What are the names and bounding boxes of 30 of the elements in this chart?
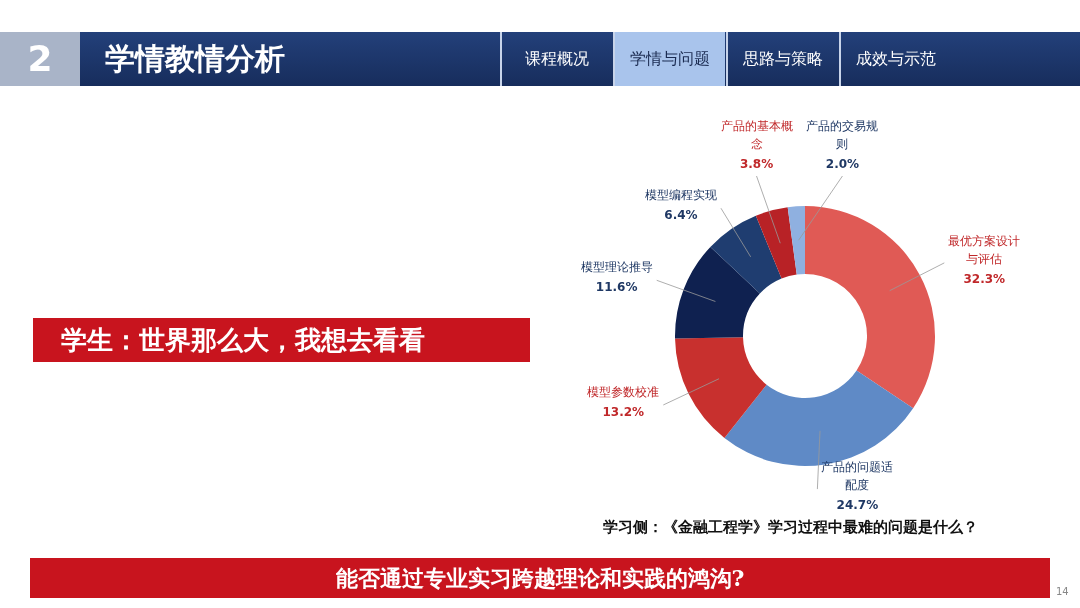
text: 学习侧：《金融工程学》学习过程中最难的问题是什么？ [601, 518, 979, 537]
donut-slice [805, 206, 935, 409]
donut-slice [675, 246, 760, 339]
slice-label: 模型编程实现 [644, 188, 717, 203]
text: 能否通过专业实习跨越理论和实践的鸿沟? [30, 558, 1050, 598]
text: 学生：世界那么大，我想去看看 [33, 318, 530, 362]
donut-slice [710, 215, 782, 294]
donut-slice [755, 207, 797, 279]
data-label: 13.2% [602, 404, 645, 419]
slice-label: 产品的问题适配度 [821, 460, 894, 493]
data-label: 32.3% [963, 271, 1006, 286]
slice-label: 最优方案设计与评估 [948, 233, 1021, 266]
data-label: 2.0% [825, 157, 860, 171]
text: 成效与示范 [839, 32, 951, 86]
slice-label: 产品的交易规则 [806, 119, 879, 151]
slice-label: 模型理论推导 [580, 260, 653, 275]
data-label: 6.4% [664, 208, 698, 223]
slice-label: 模型参数校准 [587, 384, 660, 399]
data-label: 11.6% [595, 280, 638, 295]
data-label: 24.7% [836, 498, 879, 513]
text: 2 [0, 32, 80, 86]
data-label: 3.8% [739, 157, 774, 171]
donut-slice [787, 206, 805, 275]
text: 学情与问题 [613, 32, 725, 86]
text: 14 [1056, 586, 1069, 597]
donut-slice [675, 337, 767, 439]
text: 学情教情分析 [105, 40, 285, 78]
slice-label: 产品的基本概念 [720, 119, 793, 151]
text: 课程概况 [500, 32, 612, 86]
text: 思路与策略 [726, 32, 838, 86]
